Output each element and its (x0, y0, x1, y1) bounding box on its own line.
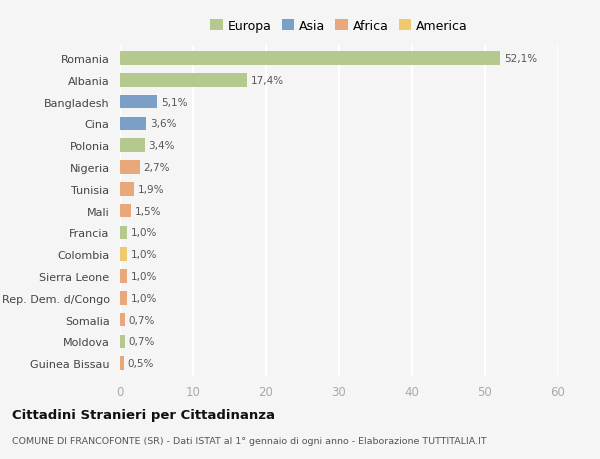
Bar (120, 204, 131, 218)
Text: 5,1%: 5,1% (161, 97, 187, 107)
Text: 52,1%: 52,1% (504, 54, 537, 64)
Legend: Europa, Asia, Africa, America: Europa, Asia, Africa, America (210, 20, 468, 33)
Text: 1,9%: 1,9% (137, 185, 164, 195)
Bar (120, 183, 134, 196)
Bar (120, 139, 145, 153)
Bar (120, 291, 127, 305)
Text: 3,6%: 3,6% (150, 119, 176, 129)
Text: 1,0%: 1,0% (131, 228, 157, 238)
Bar (120, 118, 146, 131)
Bar (120, 269, 127, 283)
Text: 2,7%: 2,7% (143, 162, 170, 173)
Text: 3,4%: 3,4% (148, 141, 175, 151)
Text: 0,7%: 0,7% (129, 315, 155, 325)
Text: 0,5%: 0,5% (127, 358, 154, 368)
Text: 1,5%: 1,5% (134, 206, 161, 216)
Bar (120, 248, 127, 261)
Bar (120, 52, 500, 66)
Bar (120, 161, 140, 174)
Bar (120, 313, 125, 327)
Text: 1,0%: 1,0% (131, 250, 157, 260)
Text: 17,4%: 17,4% (251, 76, 284, 86)
Text: 1,0%: 1,0% (131, 293, 157, 303)
Bar (120, 95, 157, 109)
Bar (120, 357, 124, 370)
Bar (120, 74, 247, 87)
Bar (120, 335, 125, 348)
Text: 0,7%: 0,7% (129, 336, 155, 347)
Bar (120, 226, 127, 240)
Text: 1,0%: 1,0% (131, 271, 157, 281)
Text: Cittadini Stranieri per Cittadinanza: Cittadini Stranieri per Cittadinanza (12, 409, 275, 421)
Text: COMUNE DI FRANCOFONTE (SR) - Dati ISTAT al 1° gennaio di ogni anno - Elaborazion: COMUNE DI FRANCOFONTE (SR) - Dati ISTAT … (12, 436, 487, 445)
